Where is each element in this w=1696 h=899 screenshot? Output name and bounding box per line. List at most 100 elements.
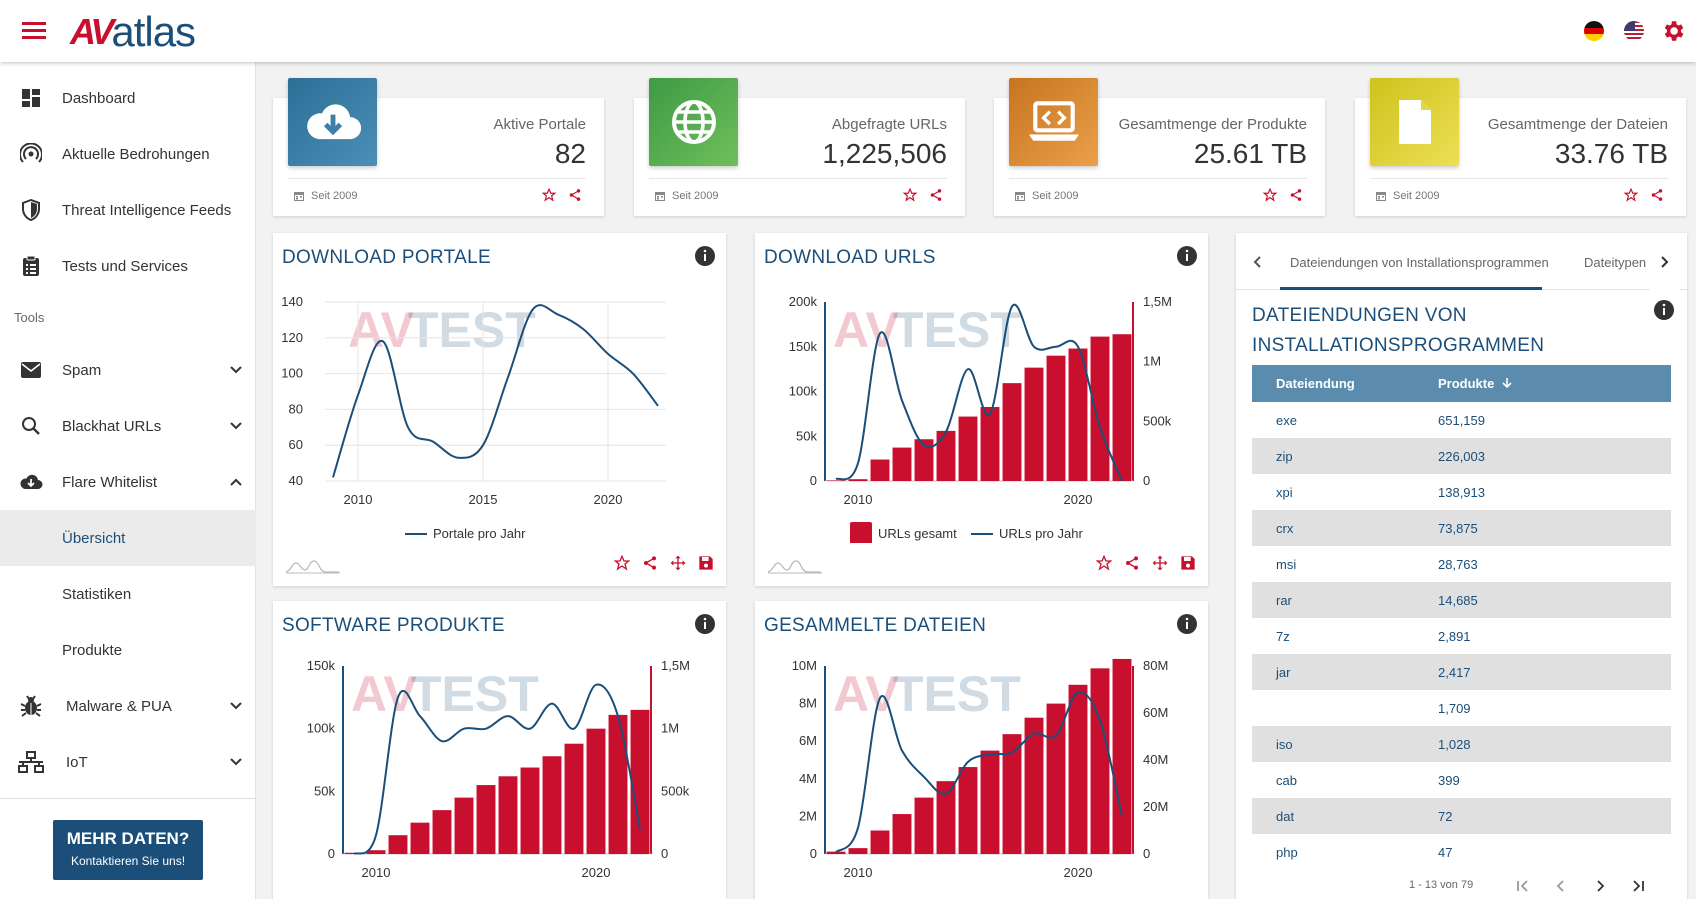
x-tick-label: 2020 [582, 865, 611, 880]
y-tick-label: 80 [289, 401, 303, 416]
first-page-button[interactable] [1511, 875, 1535, 897]
chevron-up-icon[interactable] [229, 477, 243, 487]
y-left-tick-label: 2M [799, 808, 817, 823]
column-header-produkte[interactable]: Produkte [1438, 365, 1671, 402]
star-icon[interactable] [903, 188, 917, 202]
share-icon[interactable] [929, 188, 943, 202]
move-icon[interactable] [1152, 555, 1168, 571]
cell-produkte: 47 [1438, 844, 1453, 860]
clipboard-icon [23, 255, 39, 276]
sidebar-item-tests-und-services[interactable]: Tests und Services [0, 238, 256, 294]
sidebar-item-flare-whitelist[interactable]: Flare Whitelist [0, 454, 256, 510]
bar-2013 [914, 439, 934, 481]
share-icon[interactable] [642, 555, 658, 571]
sidebar-item-dashboard[interactable]: Dashboard [0, 70, 256, 126]
save-icon[interactable] [1180, 555, 1196, 571]
star-icon[interactable] [1263, 188, 1277, 202]
y-tick-label: 100 [281, 366, 303, 381]
watermark-test: TEST [893, 666, 1021, 722]
chart-thumbnail-icon [767, 560, 822, 574]
x-tick-label: 2020 [1064, 865, 1093, 880]
card-title: SOFTWARE PRODUKTE [282, 615, 505, 636]
gear-icon[interactable] [1660, 18, 1686, 44]
calendar-icon [655, 192, 665, 201]
bar-2011 [388, 835, 408, 854]
last-page-button[interactable] [1626, 875, 1650, 897]
sidebar-item-spam[interactable]: Spam [0, 342, 256, 398]
bar-2016 [498, 776, 518, 854]
chevron-down-icon[interactable] [229, 421, 243, 431]
table-row[interactable]: 7z 2,891 [1252, 618, 1671, 654]
y-right-tick-label: 0 [661, 846, 668, 861]
chart-card-download-portale: DOWNLOAD PORTALE AV TEST 40 60 80 100 120 140 20… [273, 233, 726, 586]
sidebar-item-iot[interactable]: IoT [0, 734, 256, 790]
tab-dateitypen[interactable]: Dateitypen [1584, 255, 1647, 270]
mehr-daten-button[interactable]: MEHR DATEN? Kontaktieren Sie uns! [53, 820, 203, 880]
star-icon[interactable] [542, 188, 556, 202]
chevron-down-icon[interactable] [229, 701, 243, 711]
table-row[interactable]: xpi 138,913 [1252, 474, 1671, 510]
chevron-down-icon[interactable] [229, 365, 243, 375]
y-left-tick-label: 6M [799, 733, 817, 748]
table-row[interactable]: iso 1,028 [1252, 726, 1671, 762]
share-icon[interactable] [1289, 188, 1303, 202]
stat-card-abgefragte-urls: Abgefragte URLs 1,225,506 Seit 2009 [634, 78, 965, 216]
info-icon[interactable] [1176, 245, 1198, 267]
logo[interactable]: AV atlas [70, 8, 196, 55]
star-icon[interactable] [614, 555, 630, 571]
chevron-down-icon[interactable] [229, 757, 243, 767]
table-row[interactable]: msi 28,763 [1252, 546, 1671, 582]
previous-page-button[interactable] [1549, 875, 1573, 897]
tab-prev-button[interactable] [1242, 233, 1272, 290]
next-page-button[interactable] [1588, 875, 1612, 897]
sidebar-item-uebersicht[interactable]: Übersicht [0, 510, 256, 566]
info-icon[interactable] [1176, 613, 1198, 635]
y-right-tick-label: 500k [1143, 413, 1172, 428]
table-row[interactable]: jar 2,417 [1252, 654, 1671, 690]
table-row[interactable]: exe 651,159 [1252, 402, 1671, 438]
cell-produkte: 1,709 [1438, 700, 1471, 716]
table-row[interactable]: dat 72 [1252, 798, 1671, 834]
table-row[interactable]: php 47 [1252, 834, 1671, 870]
table-row[interactable]: zip 226,003 [1252, 438, 1671, 474]
info-icon[interactable] [694, 245, 716, 267]
cell-dateiendung: jar [1252, 654, 1438, 690]
table-row[interactable]: cab 399 [1252, 762, 1671, 798]
german-flag-icon[interactable] [1581, 18, 1607, 44]
extensions-table: Dateiendung Produkte exe 651,159 zip 226,00… [1252, 365, 1671, 870]
stat-divider [288, 178, 586, 179]
sidebar-item-aktuelle-bedrohungen[interactable]: Aktuelle Bedrohungen [0, 126, 256, 182]
chart-card-gesammelte-dateien: GESAMMELTE DATEIEN AV TEST 0 2M 4M 6M 8M 10M 0 20… [755, 601, 1208, 899]
share-icon[interactable] [1124, 555, 1140, 571]
tab-dateiendungen[interactable]: Dateiendungen von Installationsprogramme… [1290, 255, 1549, 270]
sidebar-item-blackhat-urls[interactable]: Blackhat URLs [0, 398, 256, 454]
sidebar-item-statistiken[interactable]: Statistiken [62, 585, 132, 603]
menu-icon[interactable] [22, 22, 46, 40]
us-flag-icon[interactable] [1621, 18, 1647, 44]
y-right-tick-label: 1M [1143, 354, 1161, 369]
share-icon[interactable] [568, 188, 582, 202]
info-icon[interactable] [1653, 299, 1675, 321]
y-left-tick-label: 100k [789, 384, 818, 399]
sidebar-item-produkte[interactable]: Produkte [62, 641, 123, 659]
y-left-tick-label: 4M [799, 771, 817, 786]
cell-dateiendung: php [1276, 844, 1298, 860]
table-row[interactable]: 1,709 [1252, 690, 1671, 726]
table-row[interactable]: rar 14,685 [1252, 582, 1671, 618]
sidebar-item-threat-intelligence-feeds[interactable]: Threat Intelligence Feeds [0, 182, 256, 238]
top-bar: AV atlas [0, 0, 1696, 62]
y-right-tick-label: 40M [1143, 752, 1168, 767]
save-icon[interactable] [698, 555, 714, 571]
legend-bar-swatch [850, 522, 872, 543]
star-icon[interactable] [1624, 188, 1638, 202]
share-icon[interactable] [1650, 188, 1664, 202]
column-header-dateiendung[interactable]: Dateiendung [1252, 365, 1438, 402]
move-icon[interactable] [670, 555, 686, 571]
table-row[interactable]: crx 73,875 [1252, 510, 1671, 546]
cell-dateiendung: cab [1276, 772, 1297, 788]
sidebar: Dashboard Aktuelle Bedrohungen Threat In… [0, 62, 256, 899]
sidebar-item-malware-pua[interactable]: Malware & PUA [0, 678, 256, 734]
star-icon[interactable] [1096, 555, 1112, 571]
tab-next-button[interactable] [1650, 233, 1680, 290]
info-icon[interactable] [694, 613, 716, 635]
